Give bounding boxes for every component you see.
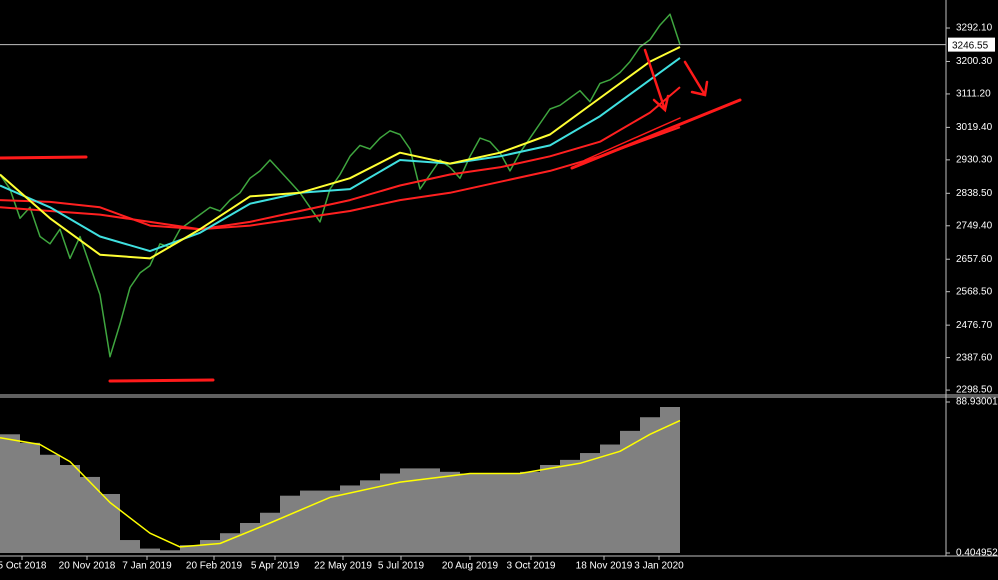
- annotation-line: [570, 98, 742, 170]
- x-tick-label: 3 Oct 2019: [507, 561, 556, 572]
- x-tick-label: 5 Apr 2019: [251, 561, 300, 572]
- histogram-bar: [320, 490, 340, 553]
- histogram-bar: [620, 430, 640, 553]
- histogram-bar: [540, 464, 560, 553]
- histogram-bar: [60, 464, 80, 553]
- histogram-bar: [280, 495, 300, 553]
- histogram-bar: [480, 473, 500, 553]
- series-line: [0, 13, 681, 358]
- x-tick-label: 5 Oct 2018: [0, 561, 47, 572]
- histogram-bar: [80, 476, 100, 553]
- y-tick-label: 3111.20: [956, 89, 991, 100]
- x-tick-label: 20 Aug 2019: [442, 561, 499, 572]
- series-line: [0, 126, 681, 231]
- series-line: [0, 46, 681, 260]
- y-tick-label: 2476.70: [956, 320, 993, 331]
- annotation-line: [108, 378, 215, 383]
- annotation-line: [584, 117, 681, 161]
- histogram-bar: [180, 545, 200, 553]
- x-tick-label: 20 Feb 2019: [186, 561, 243, 572]
- histogram-bar: [420, 468, 440, 553]
- histogram-bar: [100, 493, 120, 553]
- y-tick-label: 2387.60: [956, 352, 993, 363]
- histogram-bar: [260, 512, 280, 553]
- histogram-bar: [240, 522, 260, 553]
- y-tick-label: 3019.40: [956, 122, 993, 133]
- frame: [0, 0, 998, 557]
- histogram-bar: [200, 540, 220, 553]
- annotations: [0, 48, 742, 383]
- x-tick-label: 7 Jan 2019: [122, 561, 172, 572]
- x-tick-label: 22 May 2019: [314, 561, 372, 572]
- y-tick-label: 3292.10: [956, 23, 993, 34]
- annotation-line: [0, 155, 88, 160]
- series-line: [0, 86, 681, 231]
- histogram-bar: [380, 473, 400, 553]
- histogram-bar: [220, 533, 240, 553]
- histogram-bar: [400, 468, 420, 553]
- histogram-bar: [140, 548, 160, 553]
- histogram-bar: [40, 454, 60, 553]
- histogram-bar: [580, 453, 600, 553]
- annotation-arrow: [643, 48, 670, 113]
- histogram-bar: [300, 490, 320, 553]
- x-tick-label: 3 Jan 2020: [634, 561, 684, 572]
- histogram-bar: [0, 434, 20, 553]
- y-tick-label: 2749.40: [956, 220, 993, 231]
- histogram-bar: [660, 406, 680, 553]
- histogram-bar: [600, 444, 620, 553]
- y-tick-label: 2930.30: [956, 154, 993, 165]
- histogram-bar: [120, 540, 140, 553]
- x-tick-label: 5 Jul 2019: [378, 561, 425, 572]
- y-tick-label: 2838.50: [956, 188, 993, 199]
- current-price-label: 3246.55: [952, 40, 989, 51]
- histogram-bar: [160, 550, 180, 553]
- histogram-bar: [500, 473, 520, 553]
- y-tick-label: 2298.50: [956, 385, 993, 396]
- series-line: [0, 419, 681, 548]
- y-tick-label: 3200.30: [956, 56, 993, 67]
- plot: 3292.10 3200.30 3111.20 3019.40 2930.30 2838.…: [0, 13, 998, 572]
- histogram-bar: [360, 480, 380, 553]
- x-tick-label: 20 Nov 2018: [59, 561, 116, 572]
- series-line: [0, 57, 681, 253]
- histogram-bar: [440, 471, 460, 553]
- y-tick-label: 0.404952: [956, 548, 998, 559]
- histogram-bar: [560, 459, 580, 553]
- histogram-bar: [640, 417, 660, 553]
- y-tick-label: 2568.50: [956, 286, 993, 297]
- y-tick-label: 88.930013: [956, 397, 998, 408]
- x-tick-label: 18 Nov 2019: [576, 561, 633, 572]
- histogram-bar: [460, 473, 480, 553]
- histogram-bar: [340, 485, 360, 553]
- histogram-bar: [520, 471, 540, 553]
- y-tick-label: 2657.60: [956, 254, 993, 265]
- current-price-box: [948, 37, 995, 52]
- histogram-bar: [20, 442, 40, 553]
- annotation-arrow: [683, 60, 709, 97]
